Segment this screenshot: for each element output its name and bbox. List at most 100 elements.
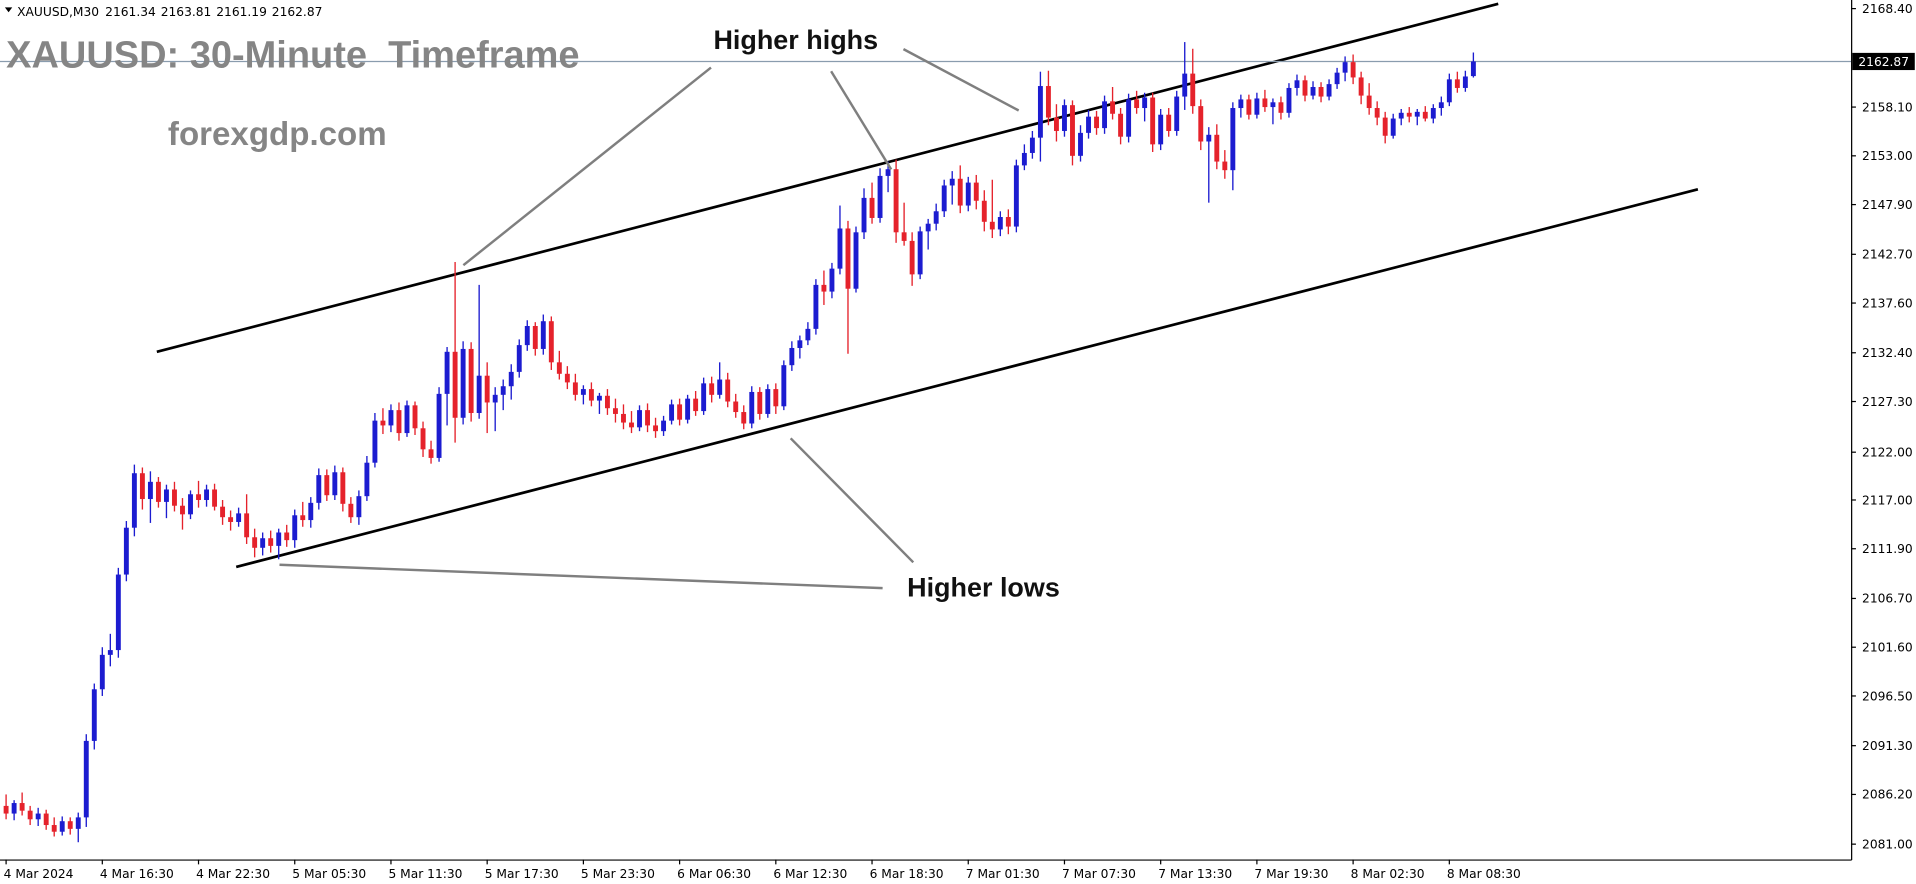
symbol: XAUUSD,M30 (17, 5, 99, 19)
candle-body (917, 231, 923, 275)
candle-body (380, 420, 386, 426)
y-tick-label: 2137.60 (1862, 296, 1913, 310)
candle-body (484, 375, 490, 403)
candle-body (1198, 106, 1204, 142)
candle-body (404, 405, 410, 434)
candle-body (107, 650, 113, 655)
candle-body (1454, 79, 1460, 88)
x-tick-label: 7 Mar 07:30 (1062, 867, 1136, 881)
x-tick-label: 5 Mar 05:30 (292, 867, 366, 881)
x-tick-label: 5 Mar 23:30 (581, 867, 655, 881)
candle-body (580, 389, 586, 395)
candle-body (420, 428, 426, 450)
x-tick-label: 4 Mar 16:30 (100, 867, 174, 881)
candle-body (629, 422, 634, 428)
candle-body (436, 393, 442, 458)
candle-body (1126, 99, 1132, 137)
candle-body (1166, 114, 1172, 131)
candle-body (564, 373, 570, 383)
candle-body (725, 379, 731, 402)
candle-body (1334, 72, 1340, 85)
candle-body (701, 383, 707, 412)
candle-body (596, 395, 602, 401)
y-tick-label: 2127.30 (1862, 395, 1913, 409)
x-tick-label: 7 Mar 13:30 (1158, 867, 1232, 881)
candle-body (837, 228, 843, 269)
pointer (830, 70, 893, 171)
candle-body (1246, 99, 1252, 115)
candle-body (99, 654, 105, 690)
open: 2161.34 (105, 5, 156, 19)
candle-body (805, 328, 811, 341)
candle-body (1374, 108, 1380, 118)
candle-body (548, 321, 554, 363)
x-tick-label: 5 Mar 11:30 (389, 867, 463, 881)
candle-body (1446, 79, 1452, 103)
candle-body (59, 821, 65, 832)
y-tick-label: 2158.10 (1862, 100, 1913, 114)
candle-body (604, 395, 610, 409)
candle-body (1037, 86, 1043, 138)
candle-body (348, 503, 354, 518)
y-tick-label: 2168.40 (1862, 2, 1913, 16)
candle-body (332, 472, 338, 496)
candle-body (308, 502, 314, 521)
y-tick-label: 2122.00 (1862, 445, 1913, 459)
candle-body (188, 494, 193, 515)
y-tick-label: 2111.90 (1862, 542, 1913, 556)
candle-body (1206, 134, 1212, 142)
candle-body (300, 515, 306, 521)
candle-body (252, 537, 258, 548)
candle-body (925, 223, 931, 232)
candle-body (1462, 76, 1468, 88)
candle-body (677, 404, 683, 420)
candle-body (981, 200, 987, 222)
candle-body (131, 473, 137, 528)
candle-body (1150, 97, 1156, 145)
candle-body (460, 348, 466, 418)
candle-body (244, 513, 250, 538)
x-tick-label: 4 Mar 22:30 (196, 867, 270, 881)
annotation: Higher highs (713, 25, 878, 55)
y-tick-label: 2106.70 (1862, 592, 1913, 606)
y-tick-label: 2096.50 (1862, 689, 1913, 703)
y-tick-label: 2101.60 (1862, 641, 1913, 655)
candle-body (765, 389, 771, 414)
candle-body (476, 375, 482, 413)
candle-body (19, 803, 25, 811)
candle-body (468, 348, 474, 413)
candle-body (1134, 99, 1140, 109)
candle-body (316, 475, 322, 503)
candle-body (35, 813, 41, 820)
candle-body (885, 169, 891, 176)
menu-arrow[interactable] (4, 7, 13, 13)
candle-body (1422, 111, 1428, 119)
candle-body (709, 383, 715, 395)
candle-body (1118, 113, 1124, 137)
candle-body (1214, 134, 1220, 162)
x-tick-label: 6 Mar 18:30 (870, 867, 944, 881)
pointer (902, 48, 1020, 112)
candle-body (781, 365, 787, 407)
candle-body (428, 449, 434, 458)
candle-body (845, 228, 851, 289)
price-box (1852, 52, 1915, 71)
candle-body (941, 185, 947, 212)
pointer (789, 437, 915, 564)
y-tick-label: 2117.00 (1862, 493, 1913, 507)
candle-body (973, 182, 979, 201)
candle-body (83, 740, 89, 818)
candle-body (685, 398, 691, 420)
candle-body (1222, 161, 1228, 171)
candle-body (1254, 98, 1260, 115)
candle-body (813, 284, 819, 329)
candle-body (540, 321, 546, 349)
candle-body (356, 496, 362, 518)
candle-body (1382, 117, 1388, 136)
candle-body (196, 494, 201, 500)
x-tick-label: 6 Mar 12:30 (773, 867, 847, 881)
candle-body (717, 379, 723, 395)
candle-body (1078, 132, 1083, 156)
candle-body (524, 325, 530, 346)
